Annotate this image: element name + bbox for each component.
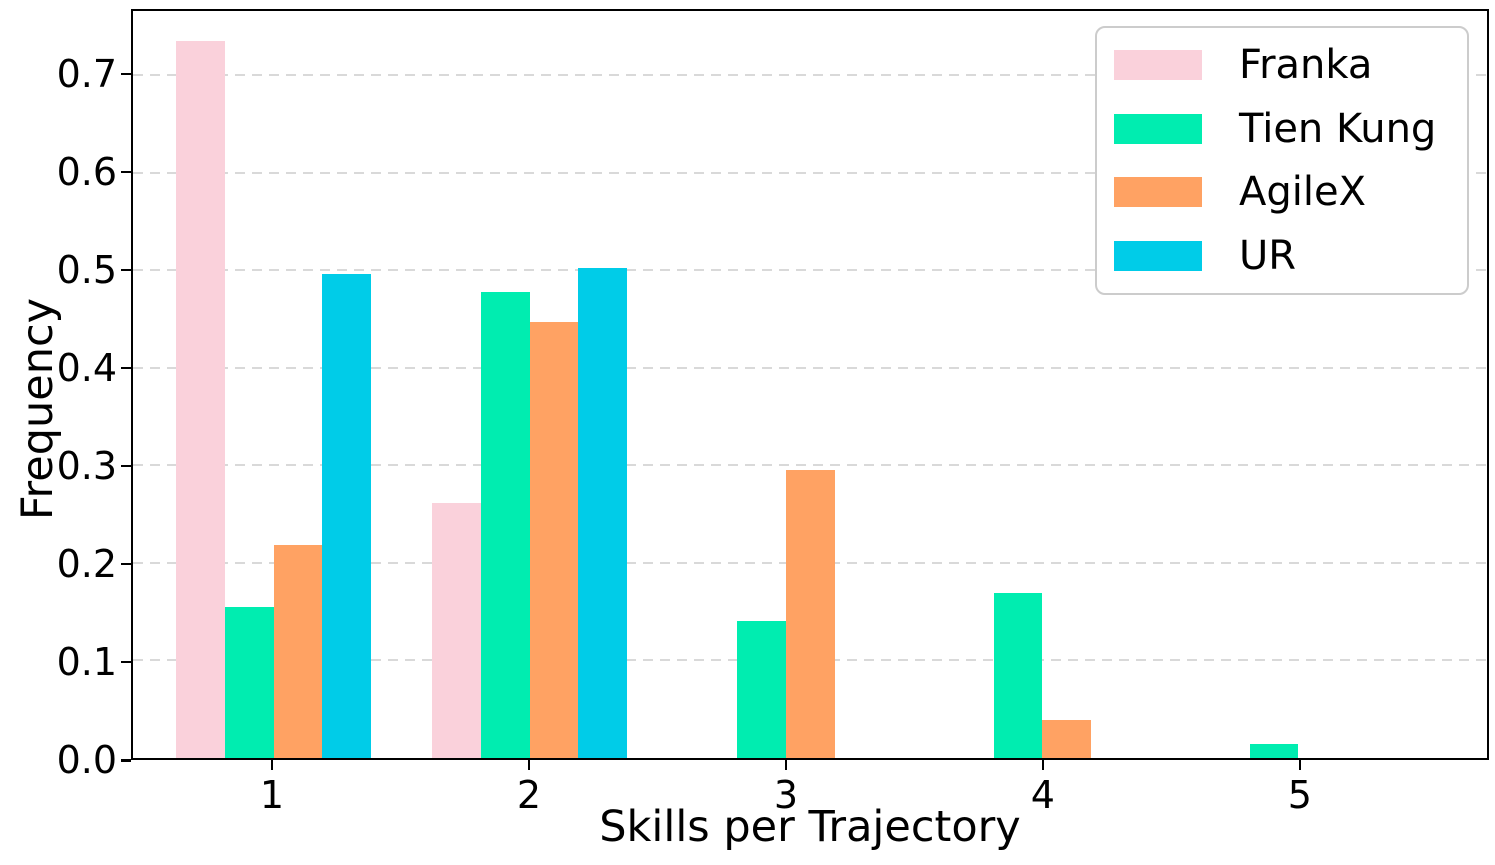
bar-tien-kung-x4 xyxy=(993,593,1043,758)
y-tick-label-0.5: 0.5 xyxy=(56,247,117,292)
legend-item-ur: UR xyxy=(1097,226,1467,286)
y-tick-mark-0.5 xyxy=(121,268,131,272)
y-tick-label-0.7: 0.7 xyxy=(56,51,117,96)
legend-swatch-franka xyxy=(1114,50,1202,81)
y-tick-mark-0.3 xyxy=(121,464,131,468)
legend: Franka Tien Kung AgileX UR xyxy=(1095,26,1469,295)
y-tick-mark-0.1 xyxy=(121,660,131,664)
legend-label-ur: UR xyxy=(1239,232,1297,279)
bar-tien-kung-x2 xyxy=(481,291,530,758)
x-tick-label-2: 2 xyxy=(516,773,542,817)
y-tick-label-0.1: 0.1 xyxy=(56,639,117,684)
x-tick-mark-3 xyxy=(784,760,788,770)
gridline-0.3 xyxy=(133,464,1487,467)
y-tick-label-0.6: 0.6 xyxy=(56,149,117,194)
bar-ur-x2 xyxy=(578,268,628,758)
legend-swatch-ur xyxy=(1114,240,1202,271)
legend-label-agilex: AgileX xyxy=(1239,169,1366,216)
legend-item-franka: Franka xyxy=(1097,35,1467,95)
x-tick-label-4: 4 xyxy=(1030,773,1055,817)
legend-swatch-tien-kung xyxy=(1114,113,1202,144)
legend-label-tien-kung: Tien Kung xyxy=(1239,105,1437,152)
x-tick-label-3: 3 xyxy=(773,773,798,817)
y-tick-mark-0.7 xyxy=(121,72,131,76)
x-tick-mark-2 xyxy=(527,760,531,770)
x-tick-label-5: 5 xyxy=(1287,773,1312,817)
bar-agilex-x3 xyxy=(785,470,835,758)
y-tick-mark-0.0 xyxy=(121,759,131,762)
bar-tien-kung-x1 xyxy=(224,606,274,758)
bar-agilex-x4 xyxy=(1042,719,1091,758)
gridline-0.5 xyxy=(133,269,1487,272)
bar-franka-x2 xyxy=(432,503,482,758)
y-tick-label-0.4: 0.4 xyxy=(56,345,117,390)
bar-agilex-x1 xyxy=(273,545,323,758)
gridline-0.6 xyxy=(133,171,1487,174)
y-tick-label-0.3: 0.3 xyxy=(56,443,117,488)
bar-tien-kung-x5 xyxy=(1249,744,1299,758)
x-tick-mark-1 xyxy=(270,760,274,770)
bar-tien-kung-x3 xyxy=(737,620,786,758)
y-tick-mark-0.2 xyxy=(121,562,131,566)
legend-item-agilex: AgileX xyxy=(1097,162,1467,222)
gridline-0.4 xyxy=(133,366,1487,369)
y-axis-label: Frequency xyxy=(13,297,63,521)
x-tick-label-1: 1 xyxy=(259,773,285,817)
legend-item-tien-kung: Tien Kung xyxy=(1097,99,1467,159)
y-tick-mark-0.6 xyxy=(121,170,131,174)
gridline-0.7 xyxy=(133,74,1487,77)
y-tick-mark-0.4 xyxy=(121,366,131,370)
x-tick-mark-4 xyxy=(1041,760,1045,770)
legend-swatch-agilex xyxy=(1114,177,1202,208)
bar-ur-x1 xyxy=(322,274,371,758)
y-tick-label-0.2: 0.2 xyxy=(56,541,117,586)
y-tick-label-0.0: 0.0 xyxy=(56,738,117,782)
x-axis-label: Skills per Trajectory xyxy=(599,802,1021,852)
x-tick-mark-5 xyxy=(1298,760,1302,770)
legend-label-franka: Franka xyxy=(1239,42,1373,89)
bar-agilex-x2 xyxy=(529,322,579,758)
bar-franka-x1 xyxy=(176,41,225,758)
